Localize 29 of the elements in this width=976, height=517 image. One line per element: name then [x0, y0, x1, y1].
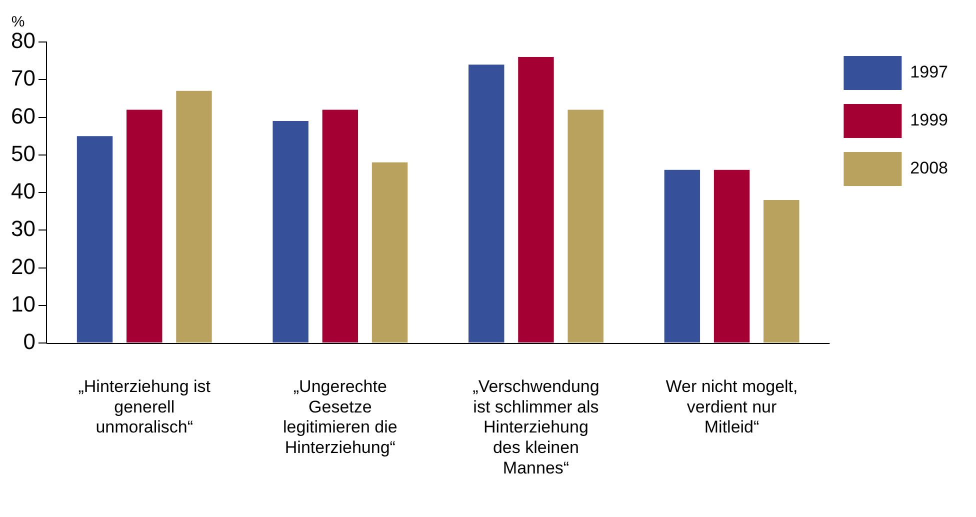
- bar: [126, 110, 162, 342]
- y-tick-label: 40: [10, 178, 36, 204]
- y-tick-label: 70: [10, 66, 36, 91]
- bar: [468, 64, 504, 342]
- bar: [272, 121, 308, 342]
- x-tick-label: Wer nicht mogelt, verdient nur Mitleid“: [666, 376, 798, 437]
- x-tick-label: „Ungerechte Gesetze legitimieren die Hinterziehung“: [283, 376, 398, 458]
- legend-label: 2008: [910, 158, 948, 178]
- y-tick-label: 30: [10, 216, 36, 242]
- x-tick-label: „Verschwendung ist schlimmer als Hinterziehung des kleinen Mannes“: [472, 376, 600, 478]
- x-tick-label: „Hinterziehung ist generell unmoralisch“: [78, 376, 211, 437]
- legend-label: 1997: [910, 62, 948, 82]
- y-tick-label: 50: [10, 140, 36, 166]
- bar: [764, 200, 800, 342]
- bar: [322, 110, 358, 342]
- y-tick-label: 80: [10, 28, 36, 54]
- bar: [518, 57, 554, 342]
- y-tick-label: 20: [10, 254, 36, 279]
- bar: [664, 170, 700, 342]
- y-axis-title: %: [11, 14, 25, 31]
- y-tick-label: 10: [10, 291, 36, 316]
- bar: [76, 136, 113, 342]
- bar: [372, 162, 408, 342]
- y-tick-label: 0: [23, 329, 36, 354]
- y-tick-label: 60: [10, 103, 36, 128]
- bar: [176, 90, 212, 342]
- bar: [568, 110, 604, 342]
- bar: [714, 170, 750, 342]
- legend-label: 1999: [910, 110, 948, 130]
